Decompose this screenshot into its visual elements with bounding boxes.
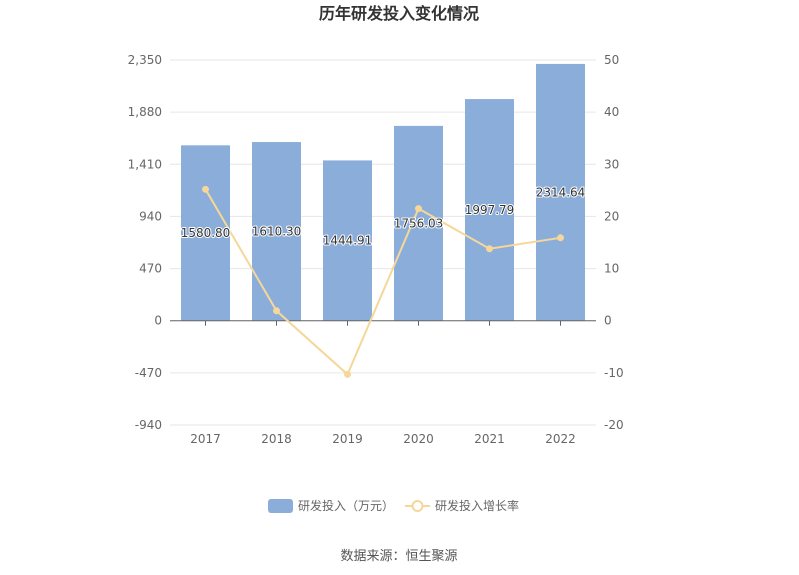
bar-value-label: 1444.91 bbox=[323, 234, 373, 248]
bar-value-label: 2314.64 bbox=[536, 185, 586, 199]
y-right-tick-label: 30 bbox=[604, 157, 619, 171]
chart-title: 历年研发投入变化情况 bbox=[319, 4, 479, 23]
bar bbox=[536, 63, 585, 321]
bar bbox=[181, 145, 230, 321]
y-right-tick-label: -20 bbox=[604, 418, 624, 432]
legend-bar-swatch bbox=[268, 499, 293, 513]
bar-value-label: 1580.80 bbox=[181, 226, 231, 240]
bar bbox=[252, 142, 301, 321]
x-tick-label: 2021 bbox=[474, 432, 505, 446]
y-left-tick-label: -470 bbox=[135, 366, 162, 380]
growth-rate-point bbox=[486, 245, 493, 253]
bar-series bbox=[181, 63, 585, 321]
bar-value-label: 1997.79 bbox=[465, 203, 515, 217]
x-axis: 2017 2018 2019 2020 2021 2022 bbox=[170, 320, 596, 446]
y-left-tick-label: 470 bbox=[139, 262, 162, 276]
legend-line-label: 研发投入增长率 bbox=[435, 498, 519, 513]
y-left-tick-label: 940 bbox=[139, 209, 162, 223]
growth-rate-point bbox=[344, 370, 351, 378]
y-left-tick-label: -940 bbox=[135, 418, 162, 432]
y-left-tick-label: 1,880 bbox=[128, 105, 162, 119]
y-left-tick-label: 2,350 bbox=[128, 53, 162, 67]
legend: 研发投入（万元） 研发投入增长率 bbox=[268, 498, 519, 513]
growth-rate-point bbox=[557, 234, 564, 242]
line-series bbox=[202, 185, 564, 378]
x-tick-label: 2018 bbox=[261, 432, 292, 446]
x-tick-label: 2017 bbox=[190, 432, 221, 446]
growth-rate-point bbox=[202, 185, 209, 193]
y-left-tick-label: 0 bbox=[154, 314, 162, 328]
x-tick-label: 2019 bbox=[332, 432, 363, 446]
x-tick-label: 2020 bbox=[403, 432, 434, 446]
growth-rate-point bbox=[273, 307, 280, 315]
y-axis-right: 50 40 30 20 10 0 -10 -20 bbox=[604, 53, 624, 432]
legend-item-bar[interactable]: 研发投入（万元） bbox=[268, 498, 394, 513]
growth-rate-point bbox=[415, 205, 422, 213]
bar-value-label: 1756.03 bbox=[394, 216, 444, 230]
bar bbox=[394, 125, 443, 321]
bar-data-labels: 1580.80 1610.30 1444.91 1756.03 1997.79 2314.… bbox=[180, 184, 587, 248]
legend-bar-label: 研发投入（万元） bbox=[298, 498, 394, 513]
legend-line-marker bbox=[411, 500, 424, 512]
y-right-tick-label: 20 bbox=[604, 209, 619, 223]
bar bbox=[465, 99, 514, 321]
y-right-tick-label: 10 bbox=[604, 262, 619, 276]
y-right-tick-label: -10 bbox=[604, 366, 624, 380]
data-source: 数据来源：恒生聚源 bbox=[340, 549, 457, 564]
legend-item-line[interactable]: 研发投入增长率 bbox=[405, 498, 519, 513]
bar bbox=[323, 160, 372, 321]
y-right-tick-label: 0 bbox=[604, 314, 612, 328]
growth-rate-line bbox=[204, 188, 561, 377]
y-right-tick-label: 40 bbox=[604, 105, 619, 119]
y-left-tick-label: 1,410 bbox=[128, 157, 162, 171]
y-right-tick-label: 50 bbox=[604, 53, 619, 67]
bar-value-label: 1610.30 bbox=[252, 224, 302, 238]
x-tick-label: 2022 bbox=[545, 432, 576, 446]
y-axis-left: 2,350 1,880 1,410 940 470 0 -470 -940 bbox=[128, 53, 162, 432]
